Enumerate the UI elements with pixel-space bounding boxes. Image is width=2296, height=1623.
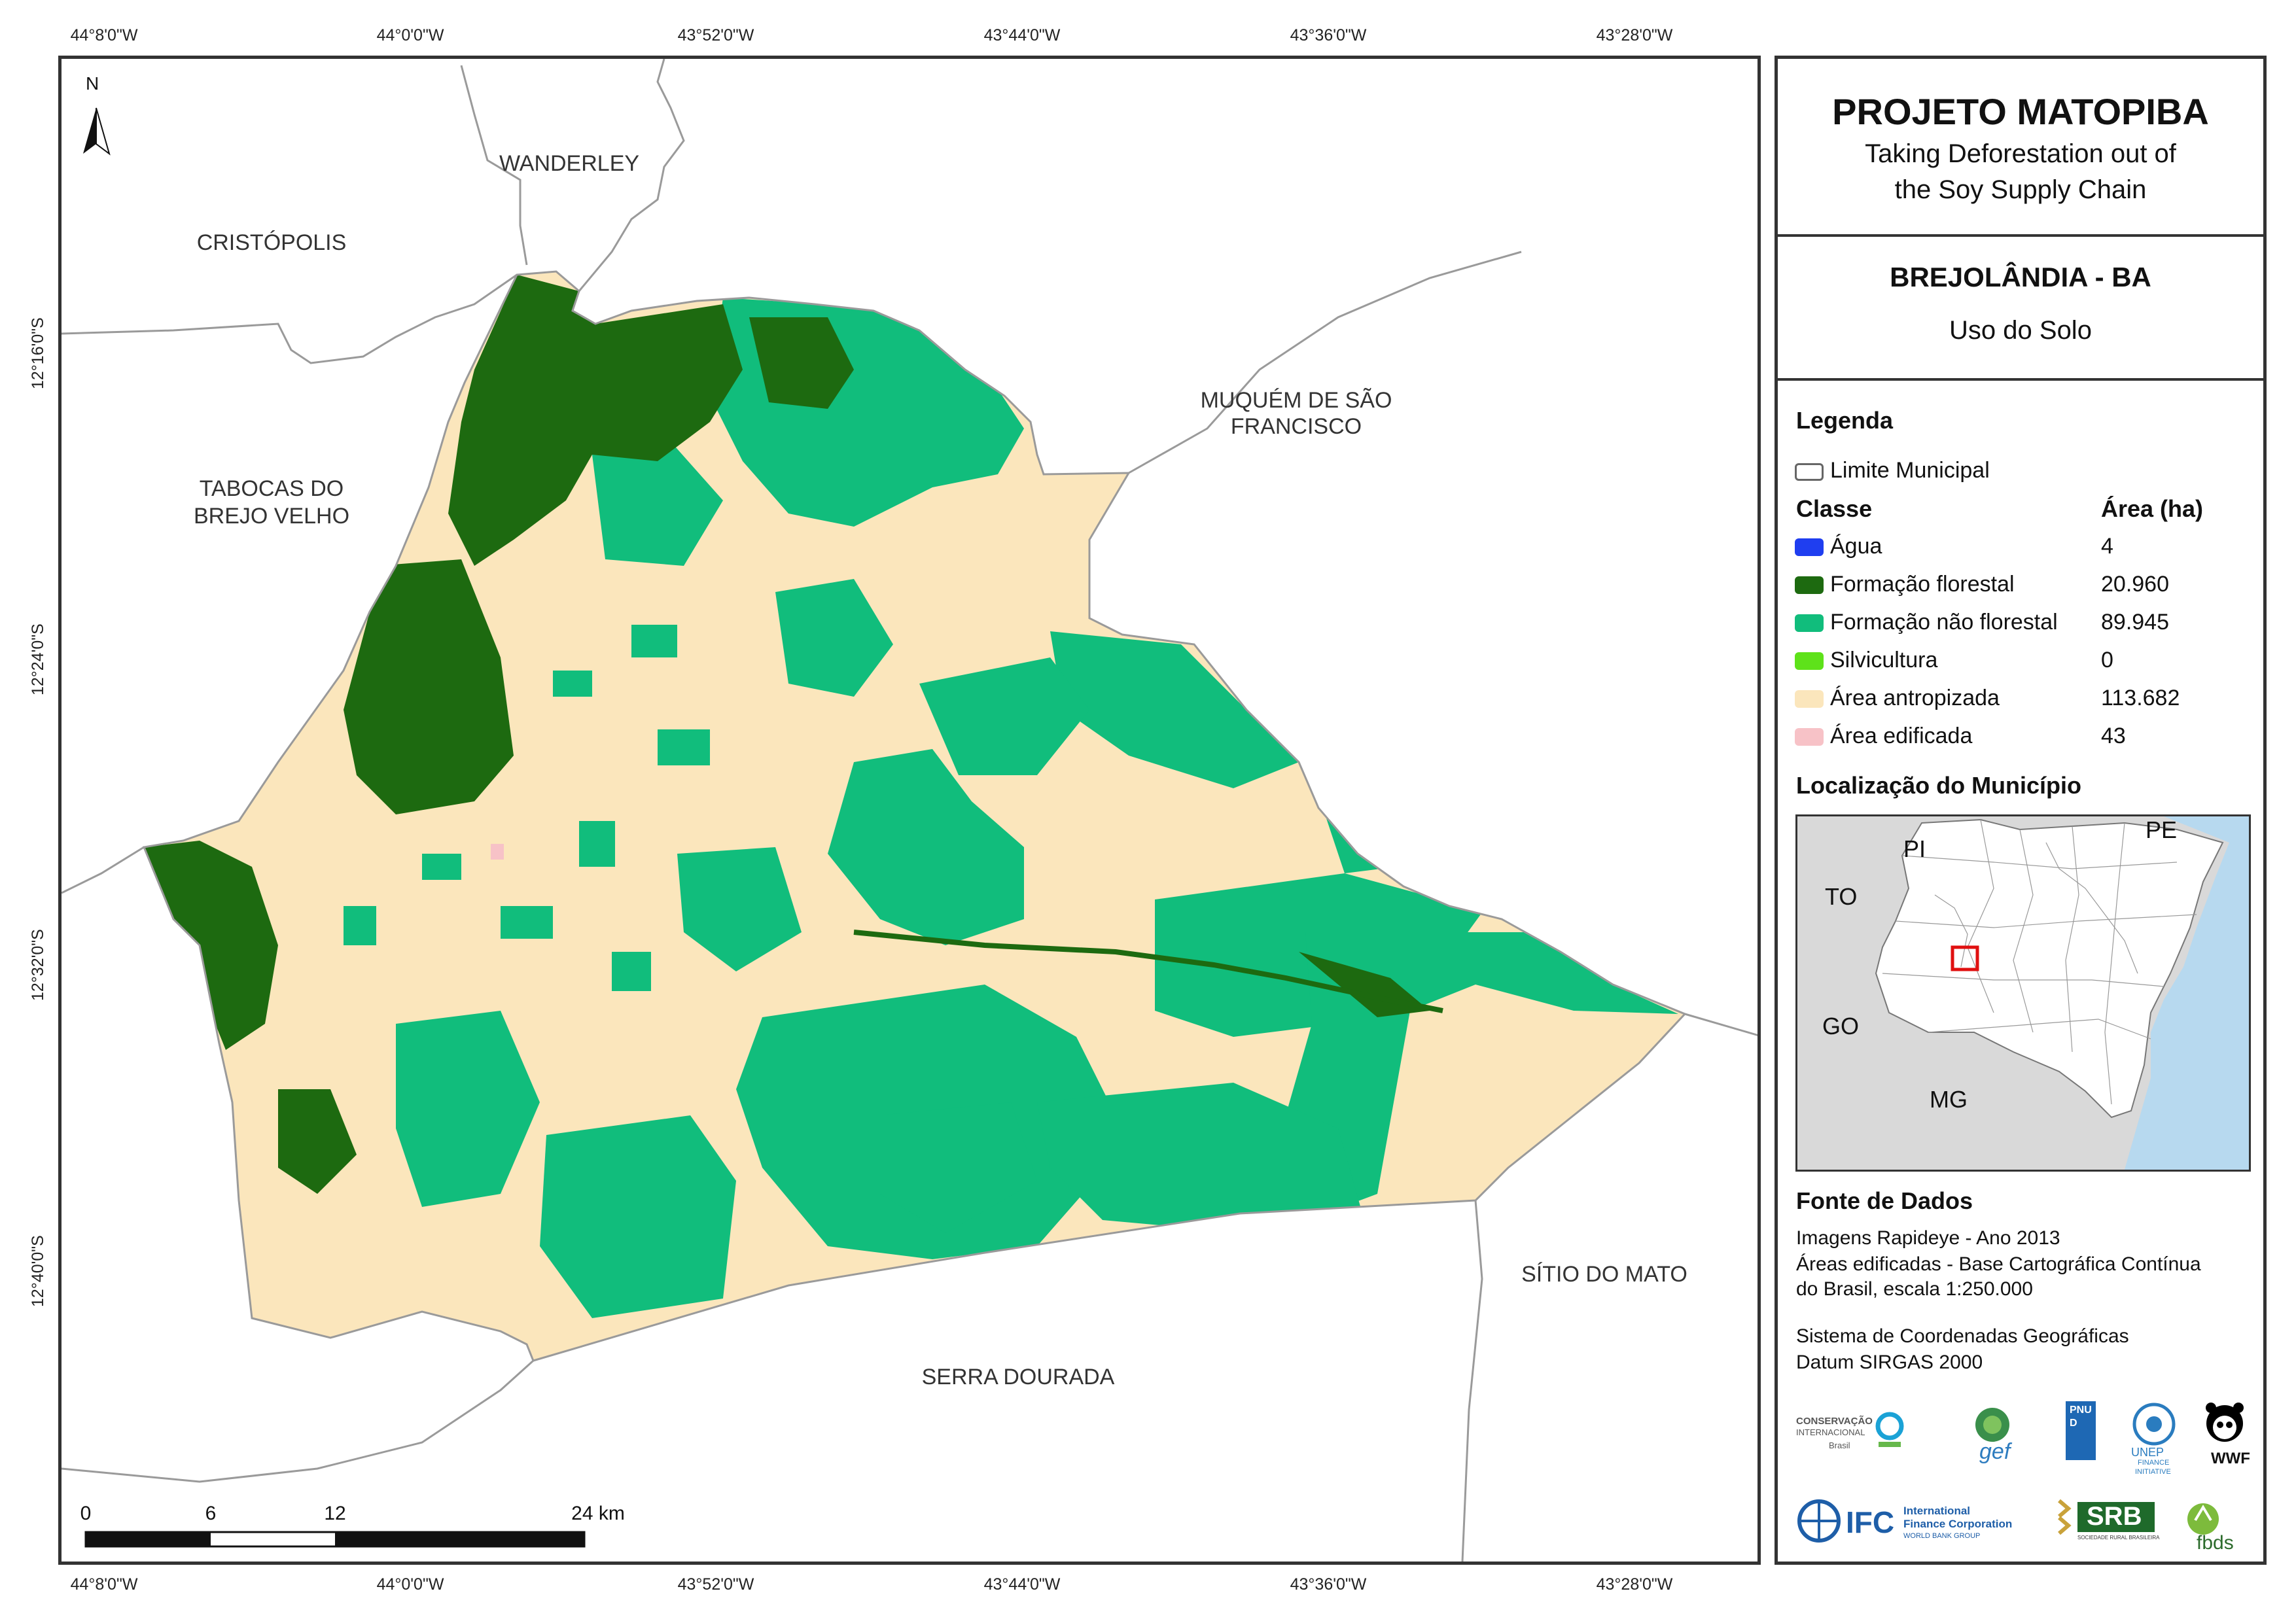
pnud-logo: PNUD: [2059, 1401, 2102, 1473]
riparian-strip: [853, 930, 1443, 1013]
north-arrow-icon: [83, 107, 111, 156]
gef-logo: gef: [1966, 1405, 2019, 1464]
sources-line: do Brasil, escala 1:250.000: [1796, 1278, 2033, 1300]
scale-label-12: 12: [324, 1503, 346, 1524]
lon-label-top: 43°44'0"W: [983, 26, 1061, 44]
legend-area: 43: [2101, 724, 2126, 748]
lon-label-top: 43°52'0"W: [677, 26, 754, 44]
scale-label-0: 0: [80, 1503, 92, 1524]
neighbor-label-sitio-do-mato: SÍTIO DO MATO: [1521, 1262, 1687, 1287]
sources-heading: Fonte de Dados: [1796, 1187, 1973, 1214]
map-theme: Uso do Solo: [1949, 316, 2092, 345]
area-header: Área (ha): [2101, 495, 2204, 522]
project-title: PROJETO MATOPIBA: [1832, 91, 2209, 132]
legend-swatch-edificada: [1795, 728, 1824, 746]
legend-area: 113.682: [2101, 686, 2180, 710]
sources-line: Imagens Rapideye - Ano 2013: [1796, 1227, 2060, 1249]
formacao-florestal-patches: [144, 275, 1430, 1194]
neighbor-label-muquem-1: MUQUÉM DE SÃO: [1200, 388, 1392, 413]
project-subtitle-1: Taking Deforestation out of: [1865, 139, 2176, 168]
map-canvas[interactable]: [62, 59, 1757, 1562]
neighbor-label-cristopolis: CRISTÓPOLIS: [196, 230, 347, 255]
boundary-swatch: [1795, 463, 1824, 481]
legend-swatch-agua: [1795, 538, 1824, 556]
legend-label: Água: [1830, 534, 1882, 559]
inset-municipal-lines: [1882, 819, 2197, 1105]
sources-line: Datum SIRGAS 2000: [1796, 1352, 1983, 1373]
class-header: Classe: [1796, 495, 1873, 522]
inset-label-go: GO: [1822, 1013, 1860, 1039]
inset-label-pi: PI: [1903, 835, 1926, 862]
neighbor-label-muquem-2: FRANCISCO: [1230, 414, 1362, 439]
inset-label-pe: PE: [2146, 816, 2178, 843]
legend-label: Silvicultura: [1830, 648, 1938, 672]
scale-label-24: 24 km: [571, 1503, 625, 1524]
lon-label-top: 44°0'0"W: [376, 26, 444, 44]
unep-logo: UNEP FINANCE INITIATIVE: [2131, 1401, 2190, 1480]
scale-label-6: 6: [205, 1503, 217, 1524]
legend-area: 4: [2101, 534, 2113, 559]
legend-label: Área antropizada: [1830, 686, 2000, 710]
lat-label: 12°32'0"S: [29, 929, 47, 1001]
boundary-label: Limite Municipal: [1830, 458, 1990, 483]
sources-line: Sistema de Coordenadas Geográficas: [1796, 1325, 2129, 1347]
legend-swatch-antropizada: [1795, 690, 1824, 708]
scale-bar: [84, 1531, 586, 1548]
legend-swatch-silvicultura: [1795, 652, 1824, 670]
lat-label: 12°16'0"S: [29, 317, 47, 389]
lon-label-bottom: 43°52'0"W: [677, 1575, 754, 1594]
lon-label-bottom: 43°28'0"W: [1596, 1575, 1673, 1594]
inset-label-mg: MG: [1930, 1086, 1968, 1113]
wwf-logo: WWF: [2202, 1401, 2254, 1480]
lon-label-bottom: 43°44'0"W: [983, 1575, 1061, 1594]
panel-divider: [1778, 234, 2263, 237]
location-heading: Localização do Município: [1796, 772, 2082, 799]
ci-logo: CONSERVAÇÃO INTERNACIONAL Brasil: [1796, 1412, 1904, 1464]
lon-label-top: 43°28'0"W: [1596, 26, 1673, 44]
sources-line: Áreas edificadas - Base Cartográfica Con…: [1796, 1253, 2201, 1275]
municipal-boundary: [142, 270, 1687, 1362]
lon-label-top: 43°36'0"W: [1290, 26, 1367, 44]
scattered-vegetation: [344, 625, 841, 991]
lat-label: 12°40'0"S: [29, 1235, 47, 1307]
land-use-layer: [144, 271, 1685, 1361]
fbds-logo: fbds: [2183, 1498, 2255, 1557]
side-panel: PROJETO MATOPIBA Taking Deforestation ou…: [1775, 56, 2267, 1565]
formacao-nao-florestal-patches: [396, 298, 1678, 1318]
neighbor-label-tabocas-1: TABOCAS DO: [199, 476, 344, 501]
legend-label: Área edificada: [1830, 724, 1973, 748]
legend-area: 20.960: [2101, 572, 2169, 597]
panel-divider: [1778, 378, 2263, 381]
neighbor-label-tabocas-2: BREJO VELHO: [193, 504, 350, 529]
map-frame[interactable]: N WANDERLEY CRISTÓPOLIS TABOCAS DO BREJO…: [58, 56, 1761, 1565]
location-marker: [1951, 945, 1979, 971]
lon-label-bottom: 44°0'0"W: [376, 1575, 444, 1594]
north-label: N: [86, 73, 99, 94]
area-edificada-patch: [491, 844, 504, 860]
inset-label-to: TO: [1825, 883, 1858, 910]
ocean-area: [2125, 816, 2249, 1170]
srb-logo: SRB SOCIEDADE RURAL BRASILEIRA: [2055, 1498, 2160, 1550]
lat-label: 12°24'0"S: [29, 623, 47, 695]
lon-label-bottom: 43°36'0"W: [1290, 1575, 1367, 1594]
lon-label-top: 44°8'0"W: [70, 26, 138, 44]
legend-area: 89.945: [2101, 610, 2169, 635]
project-subtitle-2: the Soy Supply Chain: [1894, 175, 2147, 204]
neighbor-boundaries: [62, 59, 1757, 1562]
neighbor-label-wanderley: WANDERLEY: [499, 151, 640, 176]
legend-label: Formação não florestal: [1830, 610, 2058, 635]
ifc-logo: IFC International Finance Corporation WO…: [1796, 1498, 2038, 1550]
neighbor-label-serra-dourada: SERRA DOURADA: [921, 1365, 1115, 1389]
municipality-title: BREJOLÂNDIA - BA: [1890, 262, 2151, 292]
legend-swatch-florestal: [1795, 576, 1824, 594]
legend-label: Formação florestal: [1830, 572, 2015, 597]
location-inset-map[interactable]: PI PE TO GO MG: [1795, 814, 2251, 1172]
bahia-state: [1875, 818, 2224, 1119]
legend-swatch-nao-florestal: [1795, 614, 1824, 632]
legend-heading: Legenda: [1796, 407, 1894, 434]
lon-label-bottom: 44°8'0"W: [70, 1575, 138, 1594]
legend-area: 0: [2101, 648, 2113, 672]
